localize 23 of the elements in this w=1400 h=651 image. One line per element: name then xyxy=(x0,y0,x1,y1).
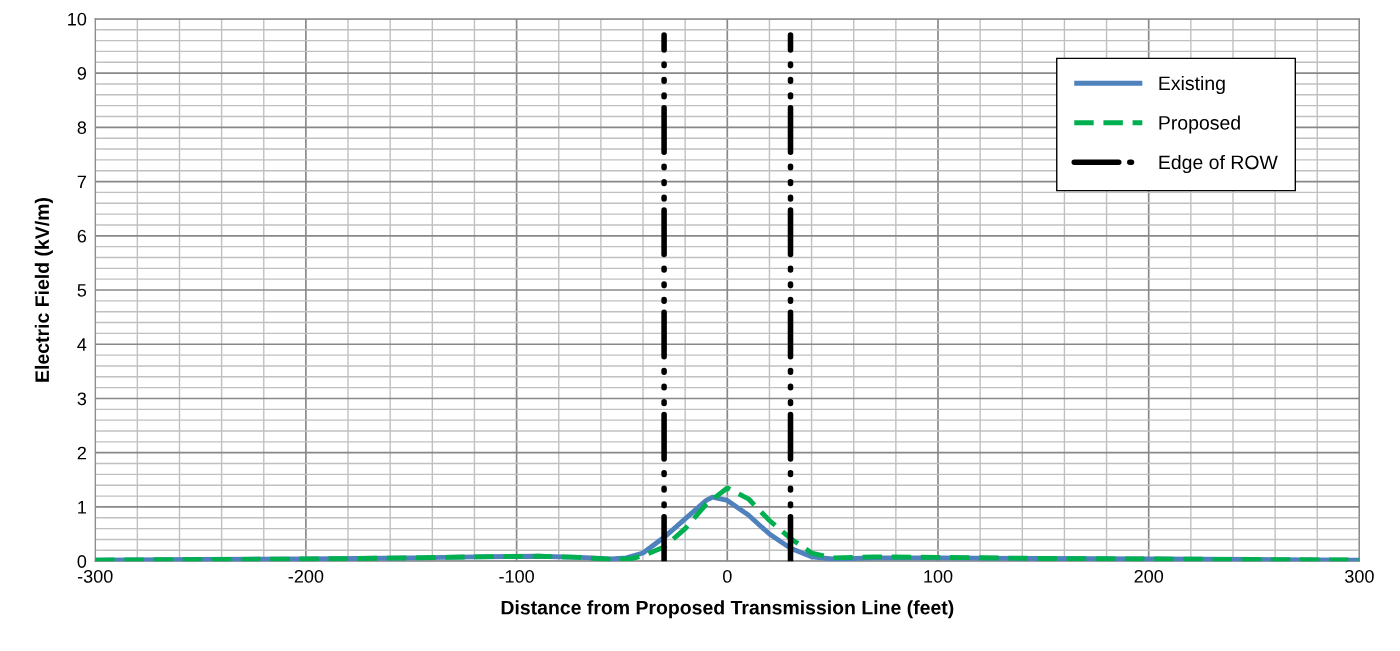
x-tick-label: -200 xyxy=(288,569,324,583)
y-tick-label: 3 xyxy=(77,392,87,406)
legend-label: Existing xyxy=(1159,75,1225,95)
x-tick-label: 300 xyxy=(1345,569,1374,583)
y-tick-label: 0 xyxy=(77,555,87,568)
x-tick-label: 200 xyxy=(1134,569,1164,583)
x-tick-label: -300 xyxy=(77,569,113,583)
y-tick-label: 2 xyxy=(77,446,86,460)
y-tick-label: 1 xyxy=(78,501,86,514)
y-tick-label: 7 xyxy=(77,175,86,189)
x-tick-label: 100 xyxy=(924,569,953,583)
y-tick-label: 10 xyxy=(68,12,87,26)
x-axis-title: Distance from Proposed Transmission Line (feet) xyxy=(501,600,954,619)
y-tick-label: 9 xyxy=(77,67,87,80)
y-tick-label: 4 xyxy=(77,338,87,351)
y-tick-label: 8 xyxy=(77,121,87,135)
y-tick-label: 5 xyxy=(77,284,87,297)
legend-label: Edge of ROW xyxy=(1159,154,1278,174)
y-tick-label: 6 xyxy=(77,229,87,243)
y-axis-title: Electric Field (kV/m) xyxy=(34,198,53,382)
legend-label: Proposed xyxy=(1159,115,1240,134)
x-tick-label: -100 xyxy=(499,569,534,583)
x-tick-label: 0 xyxy=(722,569,732,583)
